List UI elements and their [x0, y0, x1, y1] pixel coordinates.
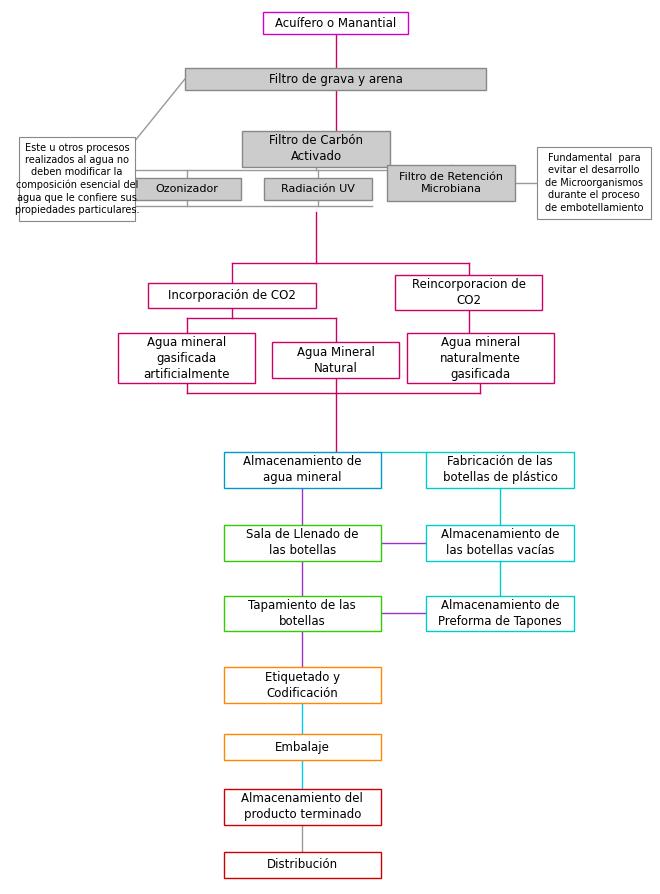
Text: Acuífero o Manantial: Acuífero o Manantial	[275, 17, 396, 30]
Text: Filtro de Carbón
Activado: Filtro de Carbón Activado	[269, 134, 363, 164]
Text: Fabricación de las
botellas de plástico: Fabricación de las botellas de plástico	[443, 455, 558, 485]
Bar	[426, 525, 574, 561]
Bar	[224, 667, 381, 704]
Bar	[242, 131, 390, 167]
Text: Almacenamiento del
producto terminado: Almacenamiento del producto terminado	[242, 792, 363, 822]
Text: Almacenamiento de
agua mineral: Almacenamiento de agua mineral	[243, 455, 362, 485]
Text: Agua Mineral
Natural: Agua Mineral Natural	[296, 346, 374, 375]
Bar	[387, 164, 515, 201]
Bar	[185, 68, 486, 90]
Text: Filtro de Retención
Microbiana: Filtro de Retención Microbiana	[399, 172, 503, 194]
Bar	[537, 147, 651, 219]
Text: Ozonizador: Ozonizador	[155, 184, 218, 194]
Bar	[224, 525, 381, 561]
Bar	[224, 452, 381, 488]
Bar	[426, 595, 574, 631]
Text: Almacenamiento de
las botellas vacías: Almacenamiento de las botellas vacías	[441, 528, 559, 557]
Bar	[264, 178, 372, 199]
Bar	[118, 333, 255, 384]
Bar	[224, 734, 381, 760]
Text: Distribución: Distribución	[267, 858, 338, 871]
Text: Fundamental  para
evitar el desarrollo
de Microorganismos
durante el proceso
de : Fundamental para evitar el desarrollo de…	[544, 153, 644, 213]
Text: Agua mineral
naturalmente
gasificada: Agua mineral naturalmente gasificada	[440, 336, 521, 381]
Bar	[19, 137, 135, 221]
Text: Tapamiento de las
botellas: Tapamiento de las botellas	[248, 599, 356, 628]
Bar	[395, 274, 542, 310]
Bar	[224, 789, 381, 825]
Text: Embalaje: Embalaje	[275, 740, 330, 754]
Bar	[407, 333, 554, 384]
Bar	[148, 283, 316, 308]
Bar	[224, 852, 381, 878]
Text: Incorporación de CO2: Incorporación de CO2	[168, 289, 296, 302]
Bar	[426, 452, 574, 488]
Text: Filtro de grava y arena: Filtro de grava y arena	[269, 72, 403, 86]
Text: Radiación UV: Radiación UV	[281, 184, 355, 194]
Text: Sala de Llenado de
las botellas: Sala de Llenado de las botellas	[246, 528, 358, 557]
Bar	[133, 178, 241, 199]
Text: Etiquetado y
Codificación: Etiquetado y Codificación	[265, 670, 340, 700]
Text: Agua mineral
gasificada
artificialmente: Agua mineral gasificada artificialmente	[143, 336, 230, 381]
Bar	[263, 13, 408, 34]
Text: Almacenamiento de
Preforma de Tapones: Almacenamiento de Preforma de Tapones	[438, 599, 562, 628]
Bar	[224, 595, 381, 631]
Text: Reincorporacion de
CO2: Reincorporacion de CO2	[412, 278, 526, 307]
Bar	[272, 342, 399, 378]
Text: Este u otros procesos
realizados al agua no
deben modificar la
composición esenc: Este u otros procesos realizados al agua…	[15, 142, 139, 215]
